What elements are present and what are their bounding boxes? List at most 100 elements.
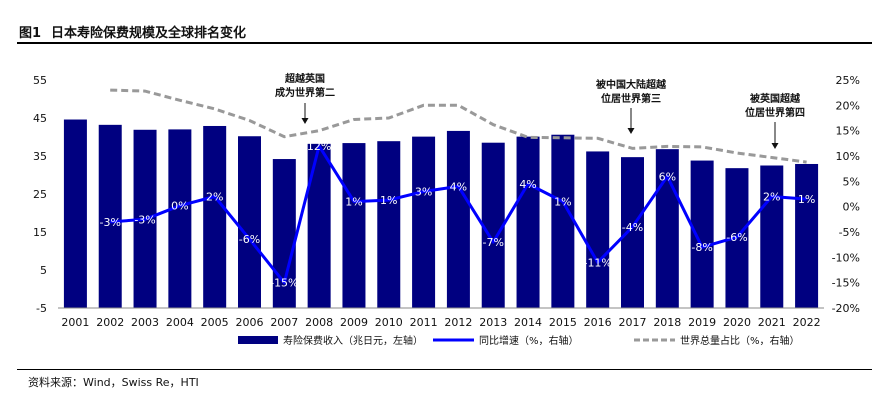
x-axis-tick-label: 2015 bbox=[549, 316, 577, 329]
bar bbox=[168, 129, 192, 308]
annotation-arrow-head bbox=[771, 143, 779, 149]
right-axis-tick-label: -15% bbox=[832, 277, 860, 290]
growth-data-label: 2% bbox=[206, 191, 223, 204]
legend-label-share: 世界总量占比（%，右轴） bbox=[680, 334, 800, 347]
annotation-text: 成为世界第二 bbox=[275, 86, 335, 99]
right-axis-tick-label: 15% bbox=[836, 125, 860, 138]
bar bbox=[307, 143, 331, 308]
right-axis-tick-label: -5% bbox=[839, 226, 860, 239]
growth-data-label: -6% bbox=[239, 233, 260, 246]
left-axis-tick-label: 45 bbox=[33, 112, 47, 125]
source-rule bbox=[17, 369, 872, 370]
left-axis-tick-label: 25 bbox=[33, 188, 47, 201]
legend-swatch-bar bbox=[238, 336, 278, 344]
source-note: 资料来源：Wind，Swiss Re，HTI bbox=[28, 376, 199, 389]
growth-data-label: -8% bbox=[691, 241, 712, 254]
growth-data-label: 0% bbox=[171, 200, 188, 213]
legend-label-growth: 同比增速（%，右轴） bbox=[479, 334, 579, 347]
right-axis-tick-label: 10% bbox=[836, 150, 860, 163]
x-axis-tick-label: 2016 bbox=[584, 316, 612, 329]
x-axis-tick-label: 2022 bbox=[793, 316, 821, 329]
x-axis-tick-label: 2008 bbox=[305, 316, 333, 329]
bar bbox=[446, 130, 470, 308]
growth-data-label: 3% bbox=[415, 185, 432, 198]
title-rule bbox=[17, 42, 872, 44]
growth-data-label: 6% bbox=[659, 170, 676, 183]
figure-title-text: 日本寿险保费规模及全球排名变化 bbox=[51, 26, 247, 41]
growth-data-label: 1% bbox=[554, 196, 571, 209]
x-axis-tick-label: 2012 bbox=[444, 316, 472, 329]
annotation-text: 位居世界第四 bbox=[745, 106, 805, 119]
legend-label-bar: 寿险保费收入（兆日元，左轴） bbox=[283, 334, 423, 347]
left-axis-tick-label: 15 bbox=[33, 226, 47, 239]
growth-data-label: 4% bbox=[519, 178, 536, 191]
x-axis-tick-label: 2018 bbox=[653, 316, 681, 329]
x-axis-tick-label: 2014 bbox=[514, 316, 542, 329]
x-axis-tick-label: 2021 bbox=[758, 316, 786, 329]
annotation-text: 超越英国 bbox=[284, 72, 325, 85]
annotation-arrow-head bbox=[301, 118, 309, 124]
right-axis-tick-label: 25% bbox=[836, 74, 860, 87]
growth-data-label: -4% bbox=[622, 221, 643, 234]
right-axis-tick-label: -10% bbox=[832, 251, 860, 264]
x-axis-tick-label: 2013 bbox=[479, 316, 507, 329]
bar bbox=[203, 125, 227, 308]
x-axis-tick-label: 2011 bbox=[410, 316, 438, 329]
left-axis-tick-label: 5 bbox=[40, 264, 47, 277]
growth-data-label: 2% bbox=[763, 191, 780, 204]
growth-data-label: -6% bbox=[726, 231, 747, 244]
growth-data-label: -7% bbox=[483, 236, 504, 249]
x-axis-tick-label: 2002 bbox=[96, 316, 124, 329]
right-axis-tick-label: 5% bbox=[843, 175, 860, 188]
x-axis-tick-label: 2004 bbox=[166, 316, 194, 329]
bar bbox=[342, 143, 366, 308]
growth-data-label: 1% bbox=[798, 193, 815, 206]
annotation-text: 被中国大陆超越 bbox=[596, 78, 667, 91]
annotation-text: 被英国超越 bbox=[750, 92, 801, 105]
growth-data-label: 12% bbox=[307, 140, 331, 153]
bar bbox=[272, 159, 296, 308]
right-axis-tick-label: 20% bbox=[836, 99, 860, 112]
bar bbox=[551, 134, 575, 308]
bar bbox=[412, 136, 436, 308]
left-axis-tick-label: 35 bbox=[33, 150, 47, 163]
bar bbox=[621, 157, 644, 308]
growth-data-label: 1% bbox=[380, 194, 397, 207]
bar bbox=[760, 165, 784, 308]
x-axis-tick-label: 2001 bbox=[61, 316, 89, 329]
x-axis-tick-label: 2007 bbox=[270, 316, 298, 329]
bar bbox=[63, 119, 87, 309]
x-axis-tick-label: 2003 bbox=[131, 316, 159, 329]
x-axis-tick-label: 2009 bbox=[340, 316, 368, 329]
x-axis-tick-label: 2019 bbox=[688, 316, 716, 329]
left-axis-tick-label: -5 bbox=[36, 302, 47, 315]
growth-data-label: 4% bbox=[450, 180, 467, 193]
left-axis-tick-label: 55 bbox=[33, 74, 47, 87]
bar bbox=[586, 151, 610, 308]
growth-line bbox=[110, 144, 807, 285]
annotation-text: 位居世界第三 bbox=[601, 92, 661, 105]
right-axis-tick-label: 0% bbox=[843, 201, 860, 214]
x-axis-tick-label: 2006 bbox=[236, 316, 264, 329]
figure-header: 图1 日本寿险保费规模及全球排名变化 bbox=[17, 20, 872, 44]
bar bbox=[377, 141, 401, 308]
x-axis-tick-label: 2010 bbox=[375, 316, 403, 329]
figure-title: 图1 日本寿险保费规模及全球排名变化 bbox=[19, 22, 246, 41]
bar bbox=[238, 136, 261, 308]
annotation-arrow-head bbox=[627, 128, 635, 134]
x-axis-tick-label: 2005 bbox=[201, 316, 229, 329]
x-axis-tick-label: 2017 bbox=[619, 316, 647, 329]
x-axis-tick-label: 2020 bbox=[723, 316, 751, 329]
figure-number: 图1 bbox=[19, 26, 42, 41]
growth-data-label: -11% bbox=[583, 256, 611, 269]
growth-data-label: -15% bbox=[270, 277, 298, 290]
bar bbox=[481, 142, 505, 308]
bar bbox=[690, 160, 714, 308]
right-axis-tick-label: -20% bbox=[832, 302, 860, 315]
growth-data-label: -3% bbox=[134, 213, 155, 226]
bar bbox=[516, 136, 540, 308]
growth-data-label: -3% bbox=[100, 216, 121, 229]
bar bbox=[98, 124, 122, 308]
bar bbox=[795, 163, 819, 308]
insurance-premium-chart: -5 5 15 25 35 45 55 -20% -15% -10% -5% 0% 5% 10% 15% 20… bbox=[33, 72, 860, 347]
